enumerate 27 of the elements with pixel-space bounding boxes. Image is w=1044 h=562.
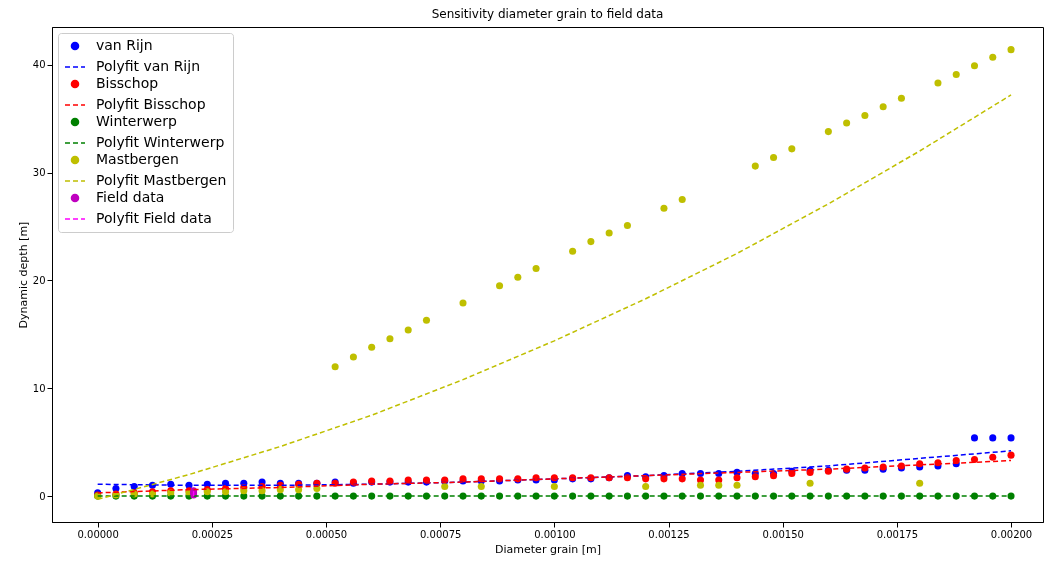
x-tick-label: 0.00025 xyxy=(191,528,234,540)
y-axis-title: Dynamic depth [m] xyxy=(16,221,30,329)
chart-title: Sensitivity diameter grain to field data xyxy=(431,7,664,21)
x-tick-label: 0.00125 xyxy=(648,528,690,540)
y-tick-label: 0 xyxy=(39,490,46,502)
legend-label: Field data xyxy=(96,189,165,205)
x-axis-title: Diameter grain [m] xyxy=(495,542,601,556)
legend-label: Bisschop xyxy=(96,75,159,91)
legend-label: Winterwerp xyxy=(96,113,177,129)
legend-label: Polyfit Bisschop xyxy=(96,96,206,112)
y-tick-label: 40 xyxy=(32,59,46,71)
legend-label: van Rijn xyxy=(96,37,153,53)
legend-label: Polyfit van Rijn xyxy=(96,58,201,74)
legend-label: Polyfit Winterwerp xyxy=(96,134,225,150)
x-tick-label: 0.00175 xyxy=(876,528,919,540)
y-tick-label: 20 xyxy=(32,274,46,286)
x-tick-label: 0.00150 xyxy=(762,528,804,540)
x-tick-label: 0.00050 xyxy=(305,528,348,540)
legend-label: Polyfit Mastbergen xyxy=(96,172,227,188)
x-tick-label: 0.00000 xyxy=(77,528,119,540)
y-tick-label: 30 xyxy=(32,167,46,179)
legend-label: Mastbergen xyxy=(96,151,179,167)
x-tick-label: 0.00075 xyxy=(420,528,462,540)
legend-label: Polyfit Field data xyxy=(96,210,212,226)
x-tick-label: 0.00200 xyxy=(990,528,1033,540)
x-tick-label: 0.00100 xyxy=(534,528,576,540)
y-tick-label: 10 xyxy=(32,382,46,394)
